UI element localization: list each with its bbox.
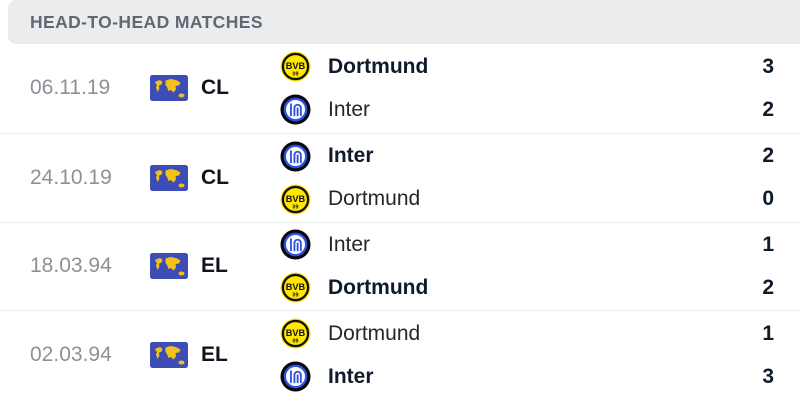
section-title: HEAD-TO-HEAD MATCHES	[30, 11, 263, 32]
match-date: 24.10.19	[30, 165, 112, 189]
competition-label: EL	[201, 254, 228, 278]
team-logo-icon: BVB 09	[280, 318, 311, 349]
competition-label: EL	[201, 343, 228, 367]
team-line-home: BVB 09 Dortmund 1	[280, 312, 774, 355]
team-line-home: BVB 09 Dortmund 3	[280, 45, 774, 88]
world-flag-icon	[150, 342, 188, 369]
team-name: Inter	[328, 144, 374, 168]
svg-text:BVB: BVB	[286, 283, 306, 293]
world-flag-icon	[150, 253, 188, 280]
team-name: Dortmund	[328, 321, 421, 345]
team-logo-icon	[280, 141, 311, 172]
competition-label: CL	[201, 165, 229, 189]
svg-text:09: 09	[293, 72, 299, 78]
matches-list: 06.11.19 CL BVB 09 Dortmund 3	[0, 44, 800, 399]
team-score: 1	[762, 321, 774, 345]
team-score: 1	[762, 232, 774, 256]
match-row[interactable]: 02.03.94 EL BVB 09 Dortmund 1	[0, 310, 800, 399]
teams: Inter 1 BVB 09 Dortmund 2	[280, 223, 800, 309]
head-to-head-header: HEAD-TO-HEAD MATCHES	[8, 0, 800, 44]
competition: EL	[150, 342, 280, 369]
team-score: 3	[762, 364, 774, 388]
team-line-away: Inter 2	[280, 88, 774, 131]
match-date: 02.03.94	[30, 343, 112, 367]
svg-text:09: 09	[293, 339, 299, 345]
competition: CL	[150, 75, 280, 102]
svg-text:09: 09	[293, 293, 299, 299]
match-row[interactable]: 24.10.19 CL Inter 2	[0, 132, 800, 222]
teams: Inter 2 BVB 09 Dortmund 0	[280, 135, 800, 221]
match-row[interactable]: 18.03.94 EL Inter 1	[0, 221, 800, 311]
team-name: Inter	[328, 97, 371, 121]
competition: CL	[150, 164, 280, 191]
team-line-away: Inter 3	[280, 355, 774, 398]
team-name: Inter	[328, 232, 371, 256]
match-date: 18.03.94	[30, 254, 112, 278]
team-logo-icon: BVB 09	[280, 272, 311, 303]
team-logo-icon	[280, 229, 311, 260]
teams: BVB 09 Dortmund 1 Inter 3	[280, 312, 800, 398]
team-name: Inter	[328, 364, 374, 388]
team-name: Dortmund	[328, 187, 421, 211]
team-line-away: BVB 09 Dortmund 2	[280, 266, 774, 309]
team-logo-icon	[280, 94, 311, 125]
competition: EL	[150, 253, 280, 280]
teams: BVB 09 Dortmund 3 Inter 2	[280, 45, 800, 131]
team-logo-icon: BVB 09	[280, 51, 311, 82]
team-logo-icon: BVB 09	[280, 184, 311, 215]
world-flag-icon	[150, 164, 188, 191]
team-score: 2	[762, 275, 774, 299]
team-name: Dortmund	[328, 275, 429, 299]
competition-label: CL	[201, 76, 229, 100]
svg-text:BVB: BVB	[286, 62, 306, 72]
team-score: 0	[762, 187, 774, 211]
team-score: 2	[762, 144, 774, 168]
svg-text:BVB: BVB	[286, 328, 306, 338]
team-name: Dortmund	[328, 54, 429, 78]
svg-text:09: 09	[293, 204, 299, 210]
match-row[interactable]: 06.11.19 CL BVB 09 Dortmund 3	[0, 44, 800, 133]
team-line-away: BVB 09 Dortmund 0	[280, 178, 774, 221]
team-line-home: Inter 1	[280, 223, 774, 266]
match-date: 06.11.19	[30, 76, 111, 100]
team-line-home: Inter 2	[280, 135, 774, 178]
team-score: 3	[762, 54, 774, 78]
world-flag-icon	[150, 75, 188, 102]
team-logo-icon	[280, 361, 311, 392]
svg-text:BVB: BVB	[286, 194, 306, 204]
team-score: 2	[762, 97, 774, 121]
